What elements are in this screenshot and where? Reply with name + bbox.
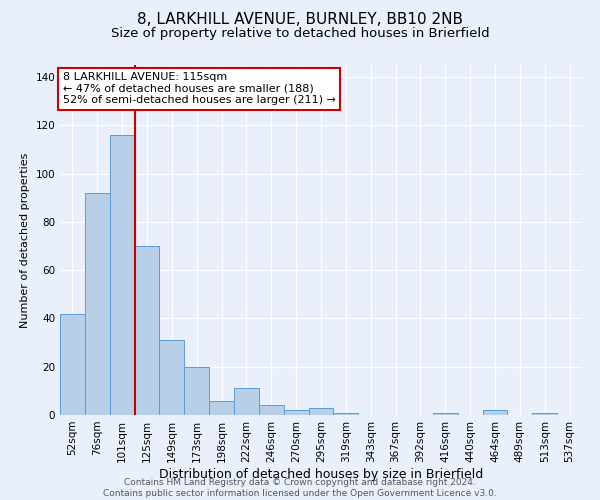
Bar	[160, 340, 184, 415]
Text: 8 LARKHILL AVENUE: 115sqm
← 47% of detached houses are smaller (188)
52% of semi: 8 LARKHILL AVENUE: 115sqm ← 47% of detac…	[62, 72, 335, 105]
Bar	[85, 193, 110, 415]
Bar	[284, 410, 308, 415]
Bar	[308, 408, 334, 415]
Bar	[209, 400, 234, 415]
Bar	[184, 366, 209, 415]
Bar	[482, 410, 508, 415]
X-axis label: Distribution of detached houses by size in Brierfield: Distribution of detached houses by size …	[159, 468, 483, 480]
Bar	[60, 314, 85, 415]
Bar	[532, 412, 557, 415]
Y-axis label: Number of detached properties: Number of detached properties	[20, 152, 30, 328]
Bar	[433, 412, 458, 415]
Text: Size of property relative to detached houses in Brierfield: Size of property relative to detached ho…	[110, 28, 490, 40]
Text: Contains HM Land Registry data © Crown copyright and database right 2024.
Contai: Contains HM Land Registry data © Crown c…	[103, 478, 497, 498]
Bar	[234, 388, 259, 415]
Bar	[110, 135, 134, 415]
Bar	[259, 406, 284, 415]
Bar	[134, 246, 160, 415]
Text: 8, LARKHILL AVENUE, BURNLEY, BB10 2NB: 8, LARKHILL AVENUE, BURNLEY, BB10 2NB	[137, 12, 463, 28]
Bar	[334, 412, 358, 415]
